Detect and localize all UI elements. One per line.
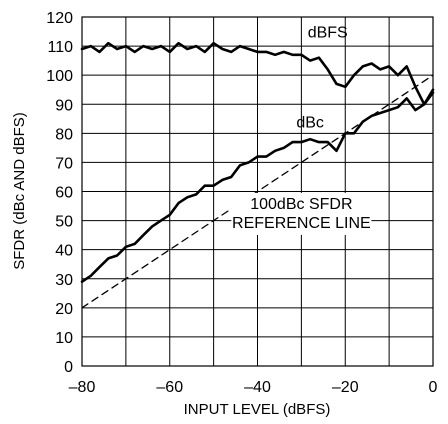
y-tick-label: 70 <box>55 155 73 172</box>
y-tick-label: 110 <box>47 39 73 56</box>
series-line-dbc <box>80 91 435 284</box>
series-annotation: dBc <box>296 115 324 132</box>
y-tick-label: 90 <box>55 97 73 114</box>
series-layer <box>80 41 435 309</box>
annotation-layer: dBFS dBc 100dBc SFDR REFERENCE LINE <box>231 24 372 235</box>
x-tick-label: –60 <box>156 379 183 396</box>
series-line-dbfs <box>80 41 435 106</box>
y-axis-label: SFDR (dBc AND dBFS) <box>11 112 28 270</box>
x-tick-label: –80 <box>69 379 96 396</box>
x-tick-label: 0 <box>429 379 438 396</box>
tick-layer: –80 –60 –40 –20 0 0 10 20 30 40 50 60 70 80 90 100 110 12… <box>46 10 437 396</box>
x-axis-label: INPUT LEVEL (dBFS) <box>184 401 331 418</box>
y-tick-label: 60 <box>55 185 73 202</box>
y-tick-label: 50 <box>55 214 73 231</box>
x-tick-label: –40 <box>244 379 271 396</box>
y-tick-label: 100 <box>46 68 73 85</box>
y-tick-label: 30 <box>55 272 73 289</box>
y-tick-label: 80 <box>55 126 73 143</box>
reference-line-annotation: 100dBc SFDR <box>250 196 352 213</box>
series-line-100dbc-sfdr-reference-line <box>81 74 434 309</box>
y-tick-label: 120 <box>46 10 73 27</box>
y-tick-label: 20 <box>55 301 73 318</box>
reference-line-annotation: REFERENCE LINE <box>232 215 371 232</box>
annotation-background <box>231 192 372 235</box>
y-tick-label: 40 <box>55 243 73 260</box>
series-annotation: dBFS <box>308 24 348 41</box>
y-tick-label: 0 <box>64 359 73 376</box>
x-tick-label: –20 <box>332 379 359 396</box>
y-tick-label: 10 <box>55 330 73 347</box>
plot-frame <box>81 16 434 367</box>
